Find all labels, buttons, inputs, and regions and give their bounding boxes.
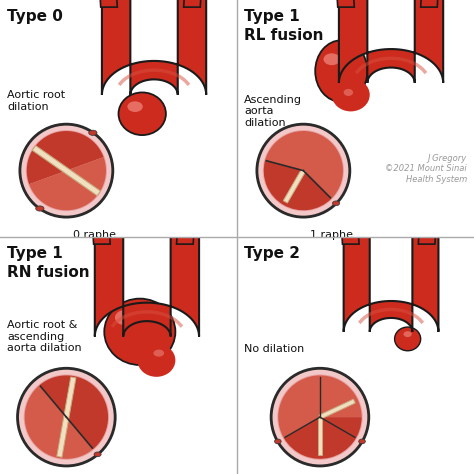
Ellipse shape [394,327,421,351]
Ellipse shape [118,92,166,135]
Ellipse shape [154,350,164,357]
Polygon shape [339,0,443,83]
Ellipse shape [94,452,101,457]
Ellipse shape [315,40,367,102]
Circle shape [26,130,107,211]
Circle shape [263,130,344,211]
Circle shape [258,126,348,216]
Text: Aortic root
dilation: Aortic root dilation [7,90,65,112]
Circle shape [18,123,114,219]
Polygon shape [102,0,206,95]
Wedge shape [265,131,343,199]
Polygon shape [32,146,100,196]
Ellipse shape [128,101,143,112]
Polygon shape [339,185,359,244]
Circle shape [24,374,109,460]
Circle shape [273,370,367,465]
Text: RL fusion: RL fusion [244,28,324,44]
Ellipse shape [36,206,44,211]
Text: Type 1: Type 1 [244,9,300,25]
Text: Ascending
aorta
dilation: Ascending aorta dilation [244,95,302,128]
Polygon shape [334,0,354,7]
Polygon shape [419,185,438,244]
Polygon shape [95,232,199,337]
Polygon shape [57,377,76,457]
Ellipse shape [344,89,353,96]
Text: No dilation: No dilation [244,344,304,354]
Text: Aortic root &
ascending
aorta dilation: Aortic root & ascending aorta dilation [7,320,82,353]
Ellipse shape [137,344,175,377]
Polygon shape [421,0,441,7]
Circle shape [255,123,351,219]
Wedge shape [27,131,104,184]
Circle shape [21,126,111,216]
Circle shape [270,367,370,467]
Wedge shape [264,160,331,210]
Ellipse shape [274,439,281,444]
Ellipse shape [332,201,339,206]
Text: Type 2: Type 2 [244,246,300,262]
Text: 1 raphe: 1 raphe [310,230,354,240]
Circle shape [277,374,363,460]
Circle shape [16,367,117,467]
Polygon shape [90,185,110,244]
Ellipse shape [104,299,175,365]
Ellipse shape [323,54,340,65]
Circle shape [19,370,114,465]
Ellipse shape [115,310,137,325]
Polygon shape [318,417,322,455]
Text: Type 0: Type 0 [7,9,63,25]
Ellipse shape [89,130,97,136]
Text: RN fusion: RN fusion [7,265,90,281]
Wedge shape [320,375,362,417]
Text: J Gregory
©2021 Mount Sinai
Health System: J Gregory ©2021 Mount Sinai Health Syste… [385,154,467,184]
Polygon shape [97,0,117,7]
Ellipse shape [332,78,370,111]
Wedge shape [284,417,362,459]
Ellipse shape [403,331,412,337]
Polygon shape [344,232,438,332]
Text: 0 raphe: 0 raphe [73,230,117,240]
Polygon shape [176,185,197,244]
Wedge shape [29,157,106,210]
Ellipse shape [359,439,365,444]
Polygon shape [283,170,305,203]
Wedge shape [39,375,108,449]
Wedge shape [25,385,93,459]
Text: Type 1: Type 1 [7,246,63,262]
Polygon shape [184,0,204,7]
Wedge shape [278,375,320,438]
Polygon shape [319,399,355,419]
